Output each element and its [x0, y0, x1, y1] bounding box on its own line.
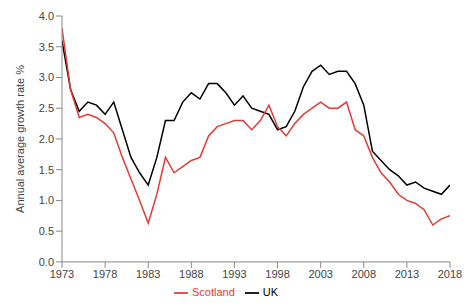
svg-text:4.0: 4.0 [39, 10, 54, 22]
svg-text:1988: 1988 [179, 268, 203, 280]
svg-text:2.0: 2.0 [39, 133, 54, 145]
svg-text:2.5: 2.5 [39, 102, 54, 114]
svg-text:Annual average growth rate %: Annual average growth rate % [14, 65, 26, 213]
html-text:Scotland: Scotland [192, 285, 235, 298]
svg-text:0.5: 0.5 [39, 225, 54, 237]
svg-text:0.0: 0.0 [39, 256, 54, 268]
svg-text:1.0: 1.0 [39, 194, 54, 206]
svg-text:2013: 2013 [395, 268, 419, 280]
svg-text:2018: 2018 [438, 268, 462, 280]
svg-text:1998: 1998 [265, 268, 289, 280]
svg-text:1978: 1978 [93, 268, 117, 280]
svg-text:1993: 1993 [222, 268, 246, 280]
svg-text:1.5: 1.5 [39, 164, 54, 176]
svg-text:2008: 2008 [352, 268, 376, 280]
html-text:UK: UK [262, 285, 278, 298]
svg-text:1983: 1983 [136, 268, 160, 280]
svg-text:2003: 2003 [308, 268, 332, 280]
svg-text:1973: 1973 [50, 268, 74, 280]
svg-text:3.0: 3.0 [39, 71, 54, 83]
svg-text:3.5: 3.5 [39, 41, 54, 53]
